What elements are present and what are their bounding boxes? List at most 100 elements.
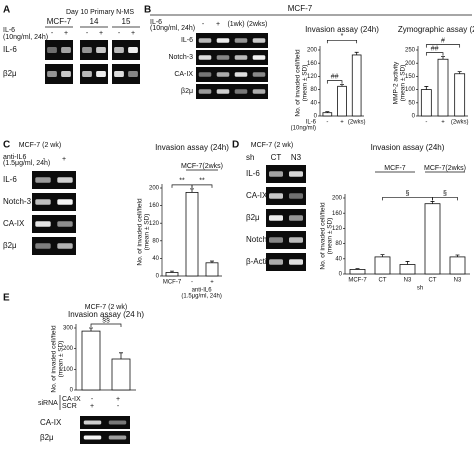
bar [449,256,466,275]
label: + [90,403,94,410]
y-axis-label: (mean ± SD) [302,65,309,102]
gel-image [196,50,268,65]
significance-bracket [425,44,461,48]
y-axis-label: (mean ± SD) [400,65,407,102]
label: Day 10 Primary N-MS [66,9,134,16]
gel-band [252,38,266,43]
label: IL-6 [181,37,193,44]
x-tick-label: CT [379,278,387,284]
gel-image [80,431,130,444]
y-axis-label: No. of invaded cell/field [51,325,58,393]
y-tick-label: 200 [307,48,318,54]
gel-image [266,209,306,227]
label: IL-6 [150,19,162,26]
group-label: MCF-7(2wks) [424,165,466,172]
bar [81,330,101,391]
gel-band [57,177,73,183]
significance-label: ## [431,45,439,52]
label: MCF-7 [288,4,313,13]
label: + [99,30,103,37]
gel-band [234,89,248,94]
error-bar [355,268,360,270]
error-bar [210,260,214,263]
significance-label: § [443,190,447,197]
label: D [232,140,239,151]
significance-bracket [171,184,193,188]
label: CA-IX [246,191,268,200]
gel-band [269,237,283,243]
chart-title: Invasion assay (24h) [305,25,379,34]
x-tick-label: N3 [404,278,412,284]
y-tick-label: 160 [332,211,343,217]
label: + [216,21,220,28]
y-tick-label: 200 [63,346,74,352]
gel-image [80,416,130,429]
gel-image [196,84,268,99]
significance-bracket [382,197,433,201]
error-bar [457,71,462,74]
label: β2μ [3,69,17,78]
gel-image [112,64,140,84]
label: MCF-7 (2 wk) [19,142,61,149]
gel-band [216,38,230,43]
gel-band [198,89,212,94]
bar [351,54,362,117]
gel-band [61,71,71,77]
error-bar [380,254,385,257]
gel-band [128,47,138,53]
x-tick-label: MCF-7 [348,278,367,284]
bar [399,264,416,275]
label: (1.5μg/ml, 24h) [3,160,50,167]
label: β-Actin [246,257,271,266]
bar [165,272,179,277]
label: (1wk) [227,21,244,28]
bar [374,256,391,275]
error-bar [354,51,359,55]
label: - [51,30,54,37]
gel-image [266,253,306,271]
y-tick-label: 100 [405,87,416,93]
gel-band [198,72,212,77]
gel-band [35,221,51,227]
x-tick-label: CT [429,278,437,284]
gel-band [289,193,303,199]
gel-band [96,47,106,53]
x-tick-label: + [210,280,214,286]
label: (2wks) [247,21,268,28]
gel-band [216,89,230,94]
label: anti-IL6 [3,154,26,161]
gel-image [266,187,306,205]
y-tick-label: 80 [152,238,159,244]
label: SCR [62,403,77,410]
gel-image [266,231,306,249]
y-tick-label: 120 [307,74,318,80]
significance-label: * [341,33,344,40]
x-tick-label: (2wks) [348,120,366,126]
group-label: MCF-7 [384,165,405,172]
y-tick-label: 0 [412,114,416,120]
y-tick-label: 200 [405,61,416,67]
gel-band [114,47,124,53]
x-tick-label: N3 [454,278,462,284]
bar [437,58,449,117]
error-bar [424,86,429,90]
label: IL-6 [3,175,17,184]
error-bar [340,84,344,87]
label: MCF-7 [47,17,72,26]
label: - [91,396,94,403]
label: sh [246,153,254,162]
x-axis-label: anti-IL6 [192,288,213,294]
gel-image [196,67,268,82]
label: Notch-3 [168,54,193,61]
error-bar [119,352,123,359]
gel-band [83,435,102,440]
label: siRNA [38,400,58,407]
gel-band [216,72,230,77]
chart-subtitle: MCF-7 (2 wk) [85,304,127,311]
label: + [116,396,120,403]
x-axis-label: IL-6 [306,120,317,126]
bar [205,262,219,277]
label: - [202,21,205,28]
gel-image [32,171,76,189]
gel-image [32,237,76,255]
